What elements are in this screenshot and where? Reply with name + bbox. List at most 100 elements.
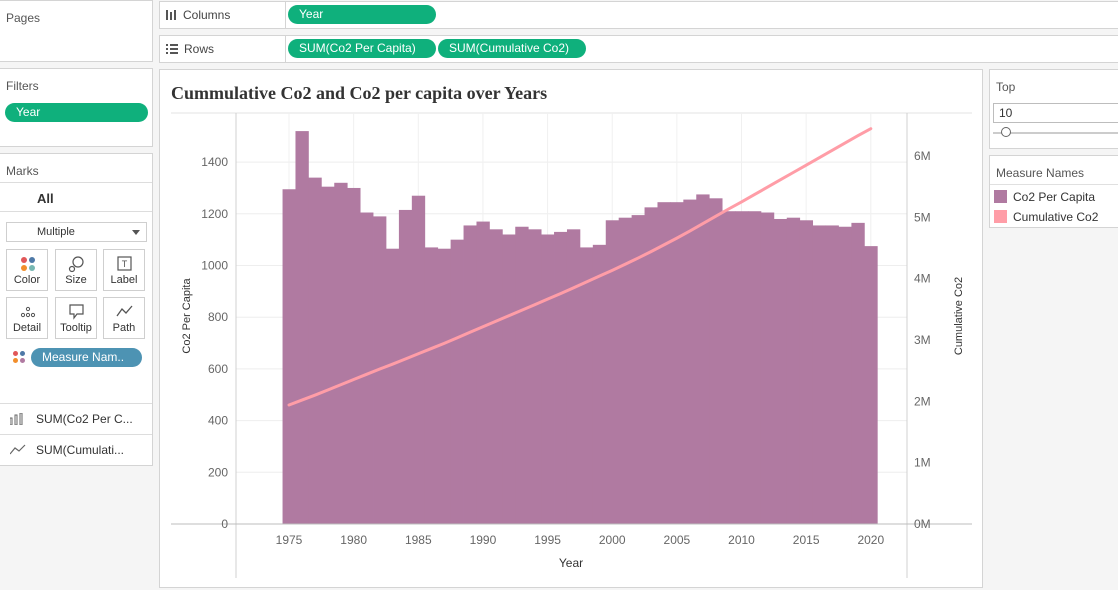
marks-measure-cumulative-co2[interactable]: SUM(Cumulati... <box>0 434 152 464</box>
pages-card: Pages <box>0 0 153 62</box>
marks-detail-button[interactable]: Detail <box>6 297 48 339</box>
x-tick-label: 1975 <box>276 533 303 547</box>
bar <box>644 207 658 524</box>
bar <box>696 194 710 524</box>
columns-icon <box>166 10 176 20</box>
marks-size-button[interactable]: Size <box>55 249 97 291</box>
filters-card: Filters Year <box>0 68 153 147</box>
marks-card: Marks All Multiple Color Size T Label De… <box>0 153 153 466</box>
pages-title: Pages <box>6 11 41 25</box>
columns-pill-year[interactable]: Year <box>288 5 436 24</box>
bar <box>605 220 620 524</box>
marks-title: Marks <box>6 164 39 178</box>
bar <box>424 247 439 524</box>
bar <box>670 202 684 524</box>
rows-shelf[interactable]: Rows SUM(Co2 Per Capita) SUM(Cumulative … <box>159 35 1118 63</box>
bar <box>528 229 542 525</box>
rows-drop-zone[interactable]: SUM(Co2 Per Capita) SUM(Cumulative Co2) <box>285 36 1118 62</box>
tooltip-icon <box>69 304 84 320</box>
marks-color-pill-measure-names[interactable]: Measure Nam.. <box>31 348 142 367</box>
top-filter-title: Top <box>996 80 1016 94</box>
rows-icon <box>166 44 178 54</box>
bar <box>321 186 335 525</box>
marks-color-label: Color <box>13 274 41 286</box>
marks-color-button[interactable]: Color <box>6 249 48 291</box>
legend-item-cumulative-co2[interactable]: Cumulative Co2 <box>994 210 1098 224</box>
bar <box>360 212 374 525</box>
bar <box>502 234 516 524</box>
y2-axis-label: Cumulative Co2 <box>953 277 965 355</box>
bar <box>864 246 878 525</box>
columns-shelf[interactable]: Columns Year <box>159 1 1118 29</box>
y2-tick-label: 4M <box>914 272 931 286</box>
bar <box>760 212 775 525</box>
bar <box>773 218 788 524</box>
columns-shelf-label: Columns <box>166 8 230 22</box>
filter-pill-year[interactable]: Year <box>5 103 148 122</box>
measure-names-color-icon <box>13 351 25 363</box>
bar <box>722 211 736 524</box>
bar <box>489 229 503 525</box>
y-tick-label: 600 <box>208 362 228 376</box>
legend-label-co2-per-capita: Co2 Per Capita <box>1013 190 1096 204</box>
line-series <box>287 127 873 407</box>
bar <box>735 211 749 524</box>
chart[interactable]: Cummulative Co2 and Co2 per capita over … <box>160 70 982 587</box>
bar <box>554 231 568 525</box>
bar <box>683 199 697 524</box>
bar <box>747 211 762 524</box>
filters-title: Filters <box>6 79 39 93</box>
color-icon <box>21 257 35 271</box>
bar <box>566 229 581 525</box>
y-tick-label: 1400 <box>201 155 228 169</box>
legend-swatch-co2-per-capita <box>994 190 1007 203</box>
bar <box>411 195 426 524</box>
svg-text:T: T <box>122 259 128 269</box>
marks-label-label: Label <box>110 274 138 286</box>
marks-detail-label: Detail <box>12 322 42 334</box>
x-tick-label: 1985 <box>405 533 432 547</box>
y-tick-label: 0 <box>221 517 228 531</box>
top-filter-slider-handle[interactable] <box>1000 127 1011 137</box>
x-axis-label: Year <box>559 556 583 570</box>
bar <box>437 248 452 524</box>
marks-path-button[interactable]: Path <box>103 297 145 339</box>
legend-item-co2-per-capita[interactable]: Co2 Per Capita <box>994 190 1095 204</box>
top-filter-input[interactable] <box>993 103 1118 123</box>
columns-drop-zone[interactable]: Year <box>285 2 1118 28</box>
mark-type-dropdown[interactable]: Multiple <box>6 222 147 242</box>
bar <box>308 177 322 524</box>
axes: 0 200 400 600 800 1000 1200 1400 0M 1M 2M 3M 4M 5M 6M 1… <box>171 113 972 578</box>
legend-card: Measure Names Co2 Per Capita Cumulative … <box>989 155 1118 228</box>
legend-title: Measure Names <box>996 166 1085 180</box>
cumulative-co2-line <box>287 127 873 407</box>
marks-measure-cumulative-co2-label: SUM(Cumulati... <box>36 443 125 457</box>
top-filter-slider-track[interactable] <box>993 132 1118 134</box>
marks-size-label: Size <box>65 274 87 286</box>
bar <box>476 221 490 524</box>
x-tick-label: 1990 <box>470 533 497 547</box>
y2-tick-label: 5M <box>914 210 931 224</box>
x-tick-label: 2015 <box>793 533 820 547</box>
bar <box>541 234 555 524</box>
y-tick-label: 400 <box>208 414 228 428</box>
label-icon: T <box>117 256 132 271</box>
bar <box>631 215 645 525</box>
y2-tick-label: 3M <box>914 333 931 347</box>
mark-type-value: Multiple <box>37 226 75 238</box>
marks-path-label: Path <box>112 322 136 334</box>
columns-shelf-text: Columns <box>183 8 231 22</box>
marks-measure-co2-per-capita[interactable]: SUM(Co2 Per C... <box>0 403 152 433</box>
rows-pill-cumulative-co2[interactable]: SUM(Cumulative Co2) <box>438 39 586 58</box>
detail-icon <box>20 306 36 318</box>
marks-tooltip-button[interactable]: Tooltip <box>55 297 97 339</box>
top-filter-card: Top <box>989 69 1118 149</box>
chart-title: Cummulative Co2 and Co2 per capita over … <box>171 83 547 103</box>
marks-all-tab[interactable]: All <box>0 182 152 212</box>
rows-pill-co2-per-capita[interactable]: SUM(Co2 Per Capita) <box>288 39 436 58</box>
size-icon <box>68 256 84 273</box>
marks-label-button[interactable]: T Label <box>103 249 145 291</box>
y2-tick-label: 0M <box>914 517 931 531</box>
marks-all-label: All <box>37 191 54 206</box>
bar <box>515 226 529 525</box>
